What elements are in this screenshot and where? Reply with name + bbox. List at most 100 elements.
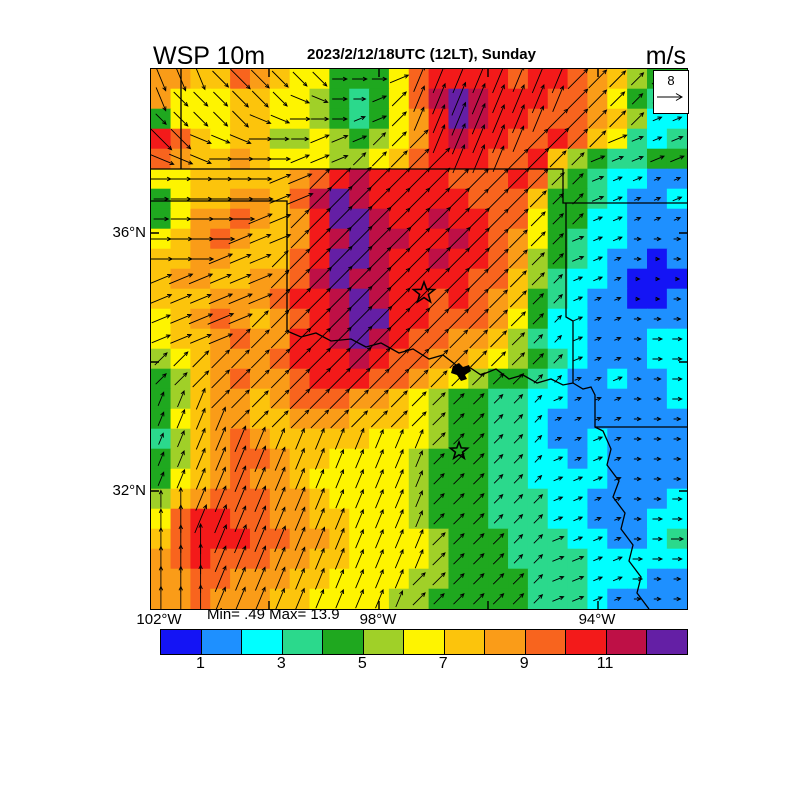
wind-arrow-icon <box>314 547 325 570</box>
wind-arrow-icon <box>672 396 683 402</box>
wind-arrow-icon <box>593 556 604 562</box>
wind-arrow-icon <box>593 576 604 582</box>
wind-arrow-icon <box>512 573 525 585</box>
wind-arrow-icon <box>508 148 529 170</box>
reference-vector-value: 8 <box>667 73 675 88</box>
wind-arrow-icon <box>633 536 642 542</box>
wind-arrow-icon <box>352 76 368 82</box>
wind-arrow-icon <box>190 134 212 144</box>
wind-arrow-icon <box>593 476 604 482</box>
wind-arrow-icon <box>195 486 207 511</box>
wind-arrow-icon <box>473 593 485 605</box>
wind-arrow-icon <box>453 593 465 605</box>
map-svg <box>151 69 687 609</box>
wind-arrow-icon <box>314 567 325 590</box>
wind-arrow-icon <box>653 236 662 242</box>
wind-arrow-icon <box>270 369 290 389</box>
wind-arrow-icon <box>269 214 292 224</box>
wind-arrow-icon <box>512 84 525 114</box>
wind-arrow-icon <box>428 288 450 310</box>
wind-arrow-icon <box>554 334 563 343</box>
wind-arrow-icon <box>671 136 684 142</box>
wind-arrow-icon <box>591 196 605 202</box>
wind-arrow-icon <box>493 473 504 484</box>
wind-arrow-icon <box>308 287 332 311</box>
wind-arrow-icon <box>275 587 285 609</box>
wind-arrow-icon <box>573 296 584 302</box>
wind-arrow-icon <box>673 296 682 302</box>
reference-vector-box: 8 <box>653 70 689 114</box>
wind-arrow-icon <box>194 504 208 534</box>
wind-arrow-icon <box>209 274 232 284</box>
wind-arrow-icon <box>211 389 231 409</box>
wind-arrow-icon <box>248 273 273 285</box>
wind-arrow-icon <box>672 516 683 522</box>
wind-arrow-icon <box>309 388 331 410</box>
wind-arrow-icon <box>673 416 682 422</box>
wind-arrow-icon <box>389 348 410 370</box>
wind-arrow-icon <box>250 369 270 389</box>
wind-arrow-icon <box>234 545 247 572</box>
wind-arrow-icon <box>407 187 431 211</box>
wind-arrow-icon <box>428 328 450 350</box>
wind-arrow-icon <box>355 528 364 549</box>
wind-arrow-icon <box>473 533 485 545</box>
wind-arrow-icon <box>272 91 288 107</box>
wind-arrow-icon <box>387 226 412 251</box>
wind-arrow-icon <box>653 576 662 582</box>
wind-arrow-icon <box>588 69 608 89</box>
wind-arrow-icon <box>492 373 505 385</box>
wind-arrow-icon <box>234 425 247 452</box>
wind-arrow-icon <box>254 566 266 591</box>
wind-arrow-icon <box>447 247 471 271</box>
colorbar-tick-label: 9 <box>519 655 529 672</box>
wind-arrow-icon <box>429 349 449 369</box>
wind-arrow-icon <box>670 155 685 163</box>
wind-arrow-icon <box>594 417 602 422</box>
wind-arrow-icon <box>328 167 352 191</box>
wind-arrow-icon <box>157 471 165 486</box>
wind-arrow-icon <box>572 576 585 582</box>
wind-arrow-icon <box>315 468 325 489</box>
wind-arrow-icon <box>286 193 314 205</box>
wind-arrow-icon <box>308 207 332 231</box>
wind-arrow-icon <box>673 256 682 262</box>
wind-arrow-icon <box>610 91 626 107</box>
wind-arrow-icon <box>295 587 305 609</box>
colorbar-segment <box>647 630 687 654</box>
wind-arrow-icon <box>513 473 524 484</box>
wind-arrow-icon <box>394 508 404 529</box>
wind-arrow-icon <box>248 176 273 182</box>
wind-arrow-icon <box>468 288 490 310</box>
wind-arrow-icon <box>673 456 682 462</box>
wind-arrow-icon <box>433 493 445 505</box>
wind-arrow-icon <box>567 108 589 130</box>
wind-arrow-icon <box>188 256 215 262</box>
colorbar-tick-labels: 1 3 5 7 9 11 <box>160 653 686 673</box>
wind-arrow-icon <box>594 517 602 522</box>
wind-arrow-icon <box>368 167 391 191</box>
wind-arrow-icon <box>288 327 312 351</box>
wind-arrow-icon <box>269 288 291 310</box>
minmax-label: Min= .49 Max= 13.9 <box>207 606 340 623</box>
wind-arrow-icon <box>327 226 352 251</box>
wind-arrow-icon <box>295 427 305 450</box>
wind-arrow-icon <box>275 427 285 450</box>
wind-arrow-icon <box>432 69 446 94</box>
wind-arrow-icon <box>488 208 509 230</box>
wind-arrow-icon <box>632 556 644 562</box>
wind-arrow-icon <box>552 213 564 225</box>
wind-arrow-icon <box>614 257 622 262</box>
wind-arrow-icon <box>271 250 289 268</box>
wind-arrow-icon <box>195 69 206 91</box>
wind-arrow-icon <box>254 485 267 512</box>
wind-arrow-icon <box>574 417 582 422</box>
wind-arrow-icon <box>388 307 411 331</box>
wind-arrow-icon <box>335 568 345 589</box>
wind-arrow-icon <box>254 505 267 532</box>
wind-arrow-icon <box>388 187 411 211</box>
wind-arrow-icon <box>177 450 185 468</box>
wind-arrow-icon <box>215 426 226 451</box>
wind-arrow-icon <box>673 576 682 582</box>
wind-arrow-icon <box>633 516 642 522</box>
